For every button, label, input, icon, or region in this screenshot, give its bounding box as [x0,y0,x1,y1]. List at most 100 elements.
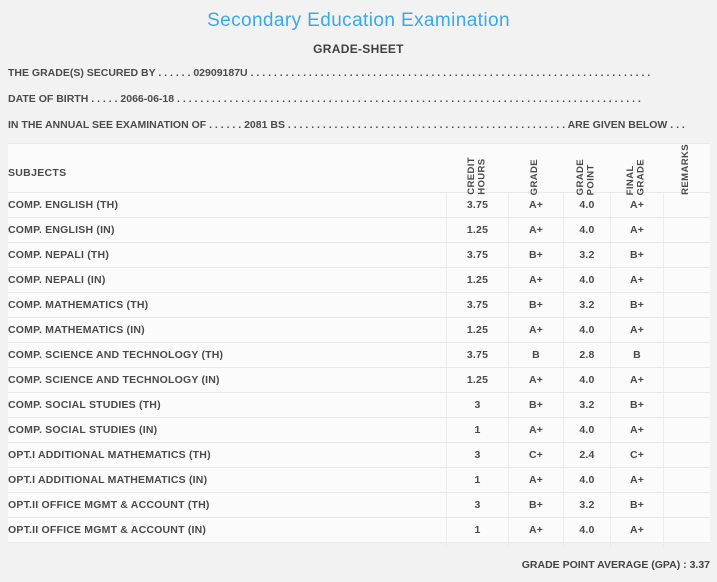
remarks-cell [663,418,710,442]
dot-leader: . . . [667,119,685,131]
final-grade-cell: A+ [610,268,663,292]
are-given-below-text: ARE GIVEN BELOW [567,119,668,131]
credit-hours-cell: 3.75 [446,293,508,317]
grade-point-cell: 2.8 [563,343,610,367]
symbol-number-value: 02909187U [193,67,248,79]
subject-cell: COMP. MATHEMATICS (IN) [8,324,145,336]
credit-hours-header-label: CREDIT HOURS [465,157,488,195]
remarks-header-label: REMARKS [680,144,692,195]
remarks-cell [663,268,710,292]
grade-point-cell: 3.2 [563,293,610,317]
final-grade-cell: A+ [610,518,663,542]
final-grade-cell: B [610,343,663,367]
credit-hours-cell: 3.75 [446,193,508,217]
table-row: COMP. NEPALI (TH) 3.75 B+ 3.2 B+ [8,242,710,267]
credit-hours-cell: 3 [446,493,508,517]
grade-cell: B+ [508,293,563,317]
credit-hours-cell: 1 [446,468,508,492]
grade-point-cell: 3.2 [563,493,610,517]
table-footer-stub-cell [610,543,663,548]
table-row: OPT.I ADDITIONAL MATHEMATICS (IN) 1 A+ 4… [8,467,710,492]
credit-hours-cell: 1 [446,418,508,442]
remarks-cell [663,368,710,392]
table-row: COMP. ENGLISH (IN) 1.25 A+ 4.0 A+ [8,217,710,242]
table-row: COMP. SOCIAL STUDIES (IN) 1 A+ 4.0 A+ [8,417,710,442]
grade-cell: A+ [508,418,563,442]
grade-point-header-label: GRADE POINT [575,158,597,195]
grade-cell: B+ [508,393,563,417]
examination-line: IN THE ANNUAL SEE EXAMINATION OF . . . .… [8,112,712,138]
subject-cell: COMP. SCIENCE AND TECHNOLOGY (TH) [8,349,224,361]
subject-cell: COMP. SOCIAL STUDIES (TH) [8,399,161,411]
final-grade-cell: A+ [610,218,663,242]
grades-secured-line: THE GRADE(S) SECURED BY . . . . . . 0290… [8,60,650,86]
final-grade-cell: A+ [610,193,663,217]
table-row: OPT.II OFFICE MGMT & ACCOUNT (TH) 3 B+ 3… [8,492,710,517]
table-row: COMP. MATHEMATICS (TH) 3.75 B+ 3.2 B+ [8,292,710,317]
date-of-birth-value: 2066-06-18 [120,93,175,105]
dot-leader: . . . . . . [155,67,194,79]
credit-hours-cell: 1.25 [446,268,508,292]
student-info: THE GRADE(S) SECURED BY . . . . . . 0290… [8,60,717,138]
grades-secured-label: THE GRADE(S) SECURED BY [8,67,156,79]
grade-point-cell: 2.4 [563,443,610,467]
gpa-summary: GRADE POINT AVERAGE (GPA) : 3.37 [8,558,710,572]
table-row: COMP. NEPALI (IN) 1.25 A+ 4.0 A+ [8,267,710,292]
subject-cell: COMP. SOCIAL STUDIES (IN) [8,424,158,436]
dot-leader: . . . . . . . . . . . . . . . . . . . . … [174,93,641,105]
grade-sheet-subtitle: GRADE-SHEET [313,42,404,56]
subject-cell: COMP. MATHEMATICS (TH) [8,299,149,311]
dot-leader: . . . . . . [206,119,245,131]
grade-cell: C+ [508,443,563,467]
subject-cell: OPT.I ADDITIONAL MATHEMATICS (IN) [8,474,208,486]
page-title: Secondary Education Examination [207,10,510,31]
remarks-cell [663,343,710,367]
gpa-label: GRADE POINT AVERAGE (GPA) : [521,559,687,571]
table-header-row: SUBJECTS CREDIT HOURS GRADE GRADE POINT … [8,144,710,195]
credit-hours-cell: 3 [446,393,508,417]
grade-point-cell: 4.0 [563,468,610,492]
dot-leader: . . . . . . . . . . . . . . . . . . . . … [284,119,568,131]
grade-point-cell: 3.2 [563,393,610,417]
remarks-cell [663,218,710,242]
grade-point-cell: 4.0 [563,418,610,442]
date-of-birth-line: DATE OF BIRTH . . . . . 2066-06-18 . . .… [8,86,642,112]
remarks-cell [663,243,710,267]
grade-cell: A+ [508,268,563,292]
grade-cell: A+ [508,518,563,542]
grade-point-cell: 4.0 [563,193,610,217]
grade-point-cell: 4.0 [563,218,610,242]
subject-cell: COMP. SCIENCE AND TECHNOLOGY (IN) [8,374,220,386]
remarks-cell [663,193,710,217]
final-grade-cell: C+ [610,443,663,467]
final-grade-cell: B+ [610,393,663,417]
final-grade-cell: A+ [610,368,663,392]
dot-leader: . . . . . [88,93,121,105]
final-grade-cell: A+ [610,418,663,442]
table-row: COMP. SCIENCE AND TECHNOLOGY (TH) 3.75 B… [8,342,710,367]
table-footer-stub-cell [446,543,508,548]
grade-cell: B+ [508,493,563,517]
gpa-value: 3.37 [689,559,710,571]
grade-point-cell: 3.2 [563,243,610,267]
subject-cell: OPT.I ADDITIONAL MATHEMATICS (TH) [8,449,211,461]
examination-year-value: 2081 BS [244,119,285,131]
credit-hours-cell: 1.25 [446,368,508,392]
grade-cell: B [508,343,563,367]
grade-point-cell: 4.0 [563,368,610,392]
credit-hours-cell: 3.75 [446,343,508,367]
grade-cell: B+ [508,243,563,267]
credit-hours-cell: 1.25 [446,218,508,242]
grade-cell: A+ [508,193,563,217]
grades-table: SUBJECTS CREDIT HOURS GRADE GRADE POINT … [8,143,710,548]
final-grade-cell: A+ [610,318,663,342]
grade-header-label: GRADE [529,158,541,195]
table-row: COMP. SCIENCE AND TECHNOLOGY (IN) 1.25 A… [8,367,710,392]
credit-hours-cell: 1.25 [446,318,508,342]
table-body: COMP. ENGLISH (TH) 3.75 A+ 4.0 A+ COMP. … [8,192,710,542]
date-of-birth-label: DATE OF BIRTH [8,93,89,105]
remarks-cell [663,468,710,492]
grade-cell: A+ [508,318,563,342]
remarks-cell [663,393,710,417]
